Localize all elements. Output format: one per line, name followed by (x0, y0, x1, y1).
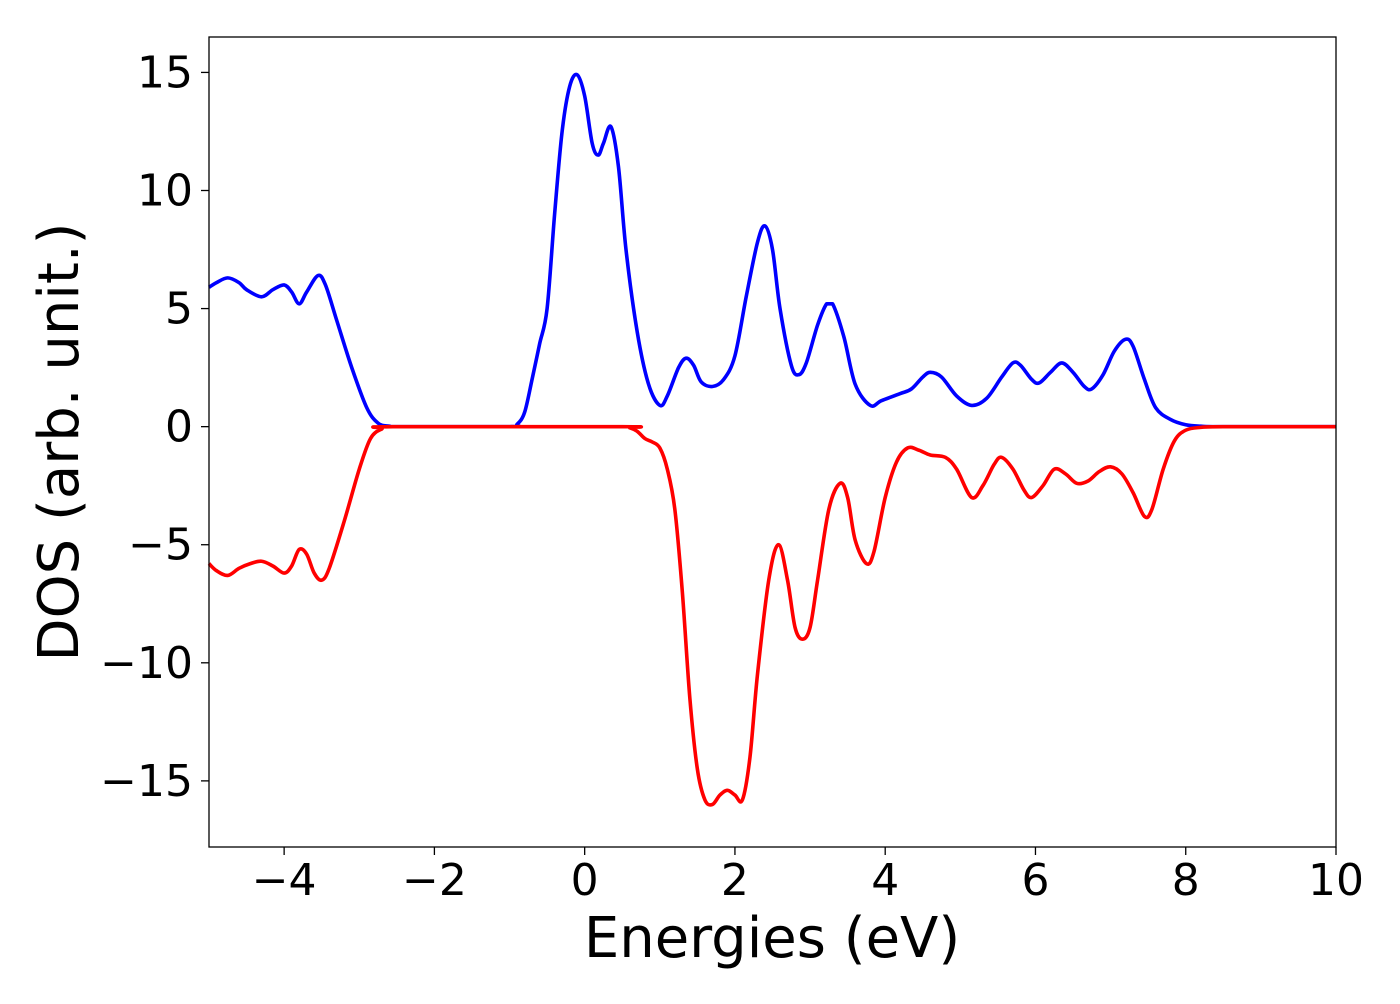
y-tick-label: −5 (128, 520, 193, 571)
x-tick-label: −2 (402, 855, 467, 906)
x-tick-label: 10 (1308, 855, 1364, 906)
x-tick-label: 6 (1021, 855, 1049, 906)
plot-frame (208, 36, 1337, 848)
y-axis-title: DOS (arb. unit.) (27, 222, 92, 661)
x-tick-label: 8 (1172, 855, 1200, 906)
y-tick-label: 10 (137, 165, 193, 216)
y-tick-label: −10 (100, 638, 193, 689)
y-axis-ticks: 15 10 5 0 −5 −10 −15 (100, 47, 209, 807)
series-layer (207, 72, 1336, 807)
x-tick-label: 0 (571, 855, 599, 906)
x-axis-title: Energies (eV) (584, 906, 960, 971)
y-tick-label: 0 (165, 402, 193, 453)
y-tick-label: 15 (137, 47, 193, 98)
series-line-red (207, 424, 1336, 807)
y-tick-label: −15 (100, 756, 193, 807)
x-tick-label: 2 (721, 855, 749, 906)
x-tick-label: −4 (252, 855, 317, 906)
x-tick-label: 4 (871, 855, 899, 906)
x-axis-ticks: −4 −2 0 2 4 6 8 10 (252, 847, 1364, 906)
y-tick-label: 5 (165, 284, 193, 335)
series-line-blue (208, 72, 1336, 429)
